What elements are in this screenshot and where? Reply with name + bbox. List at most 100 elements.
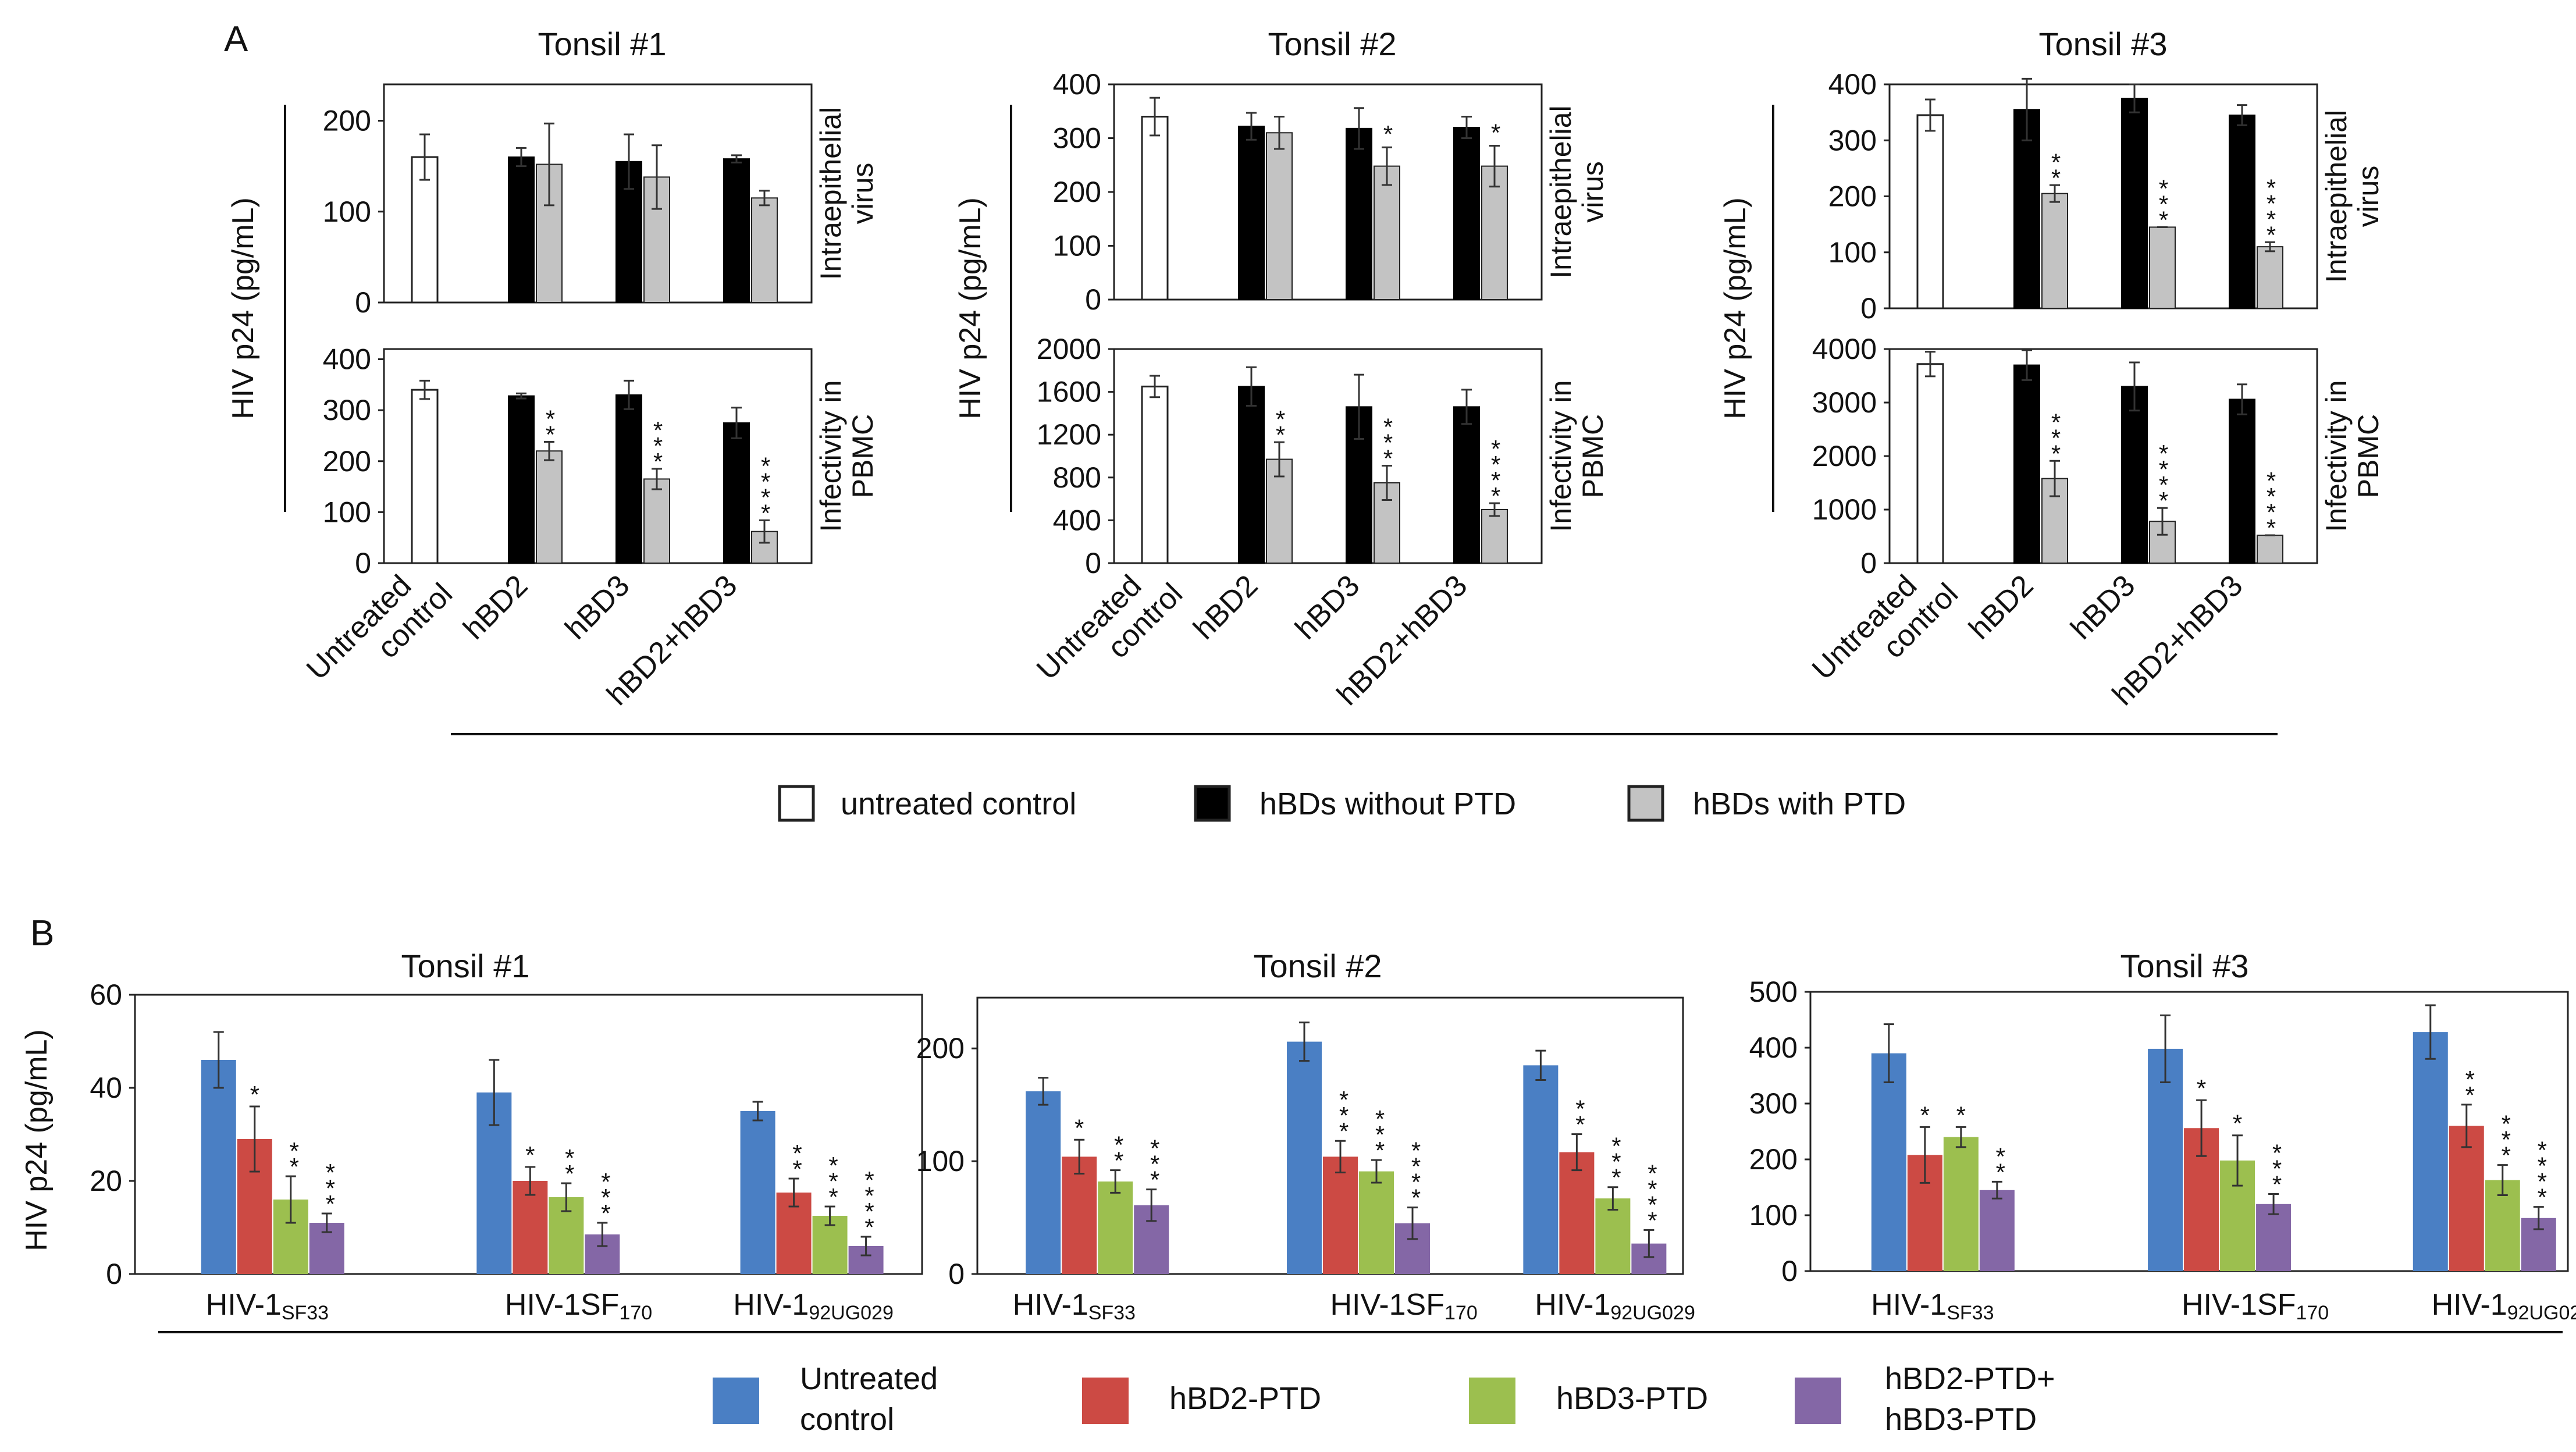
significance-star: * (2051, 440, 2061, 467)
significance-star: * (1339, 1102, 1349, 1129)
bar-with-ptd (2149, 226, 2176, 309)
significance-star: * (1648, 1191, 1657, 1218)
strain-label-main: HIV-1 (1535, 1288, 1610, 1322)
error-bar (1354, 107, 1364, 150)
strain-label-sub: 170 (619, 1302, 652, 1324)
legend-label: hBD3-PTD (1556, 1381, 1708, 1416)
significance-star: * (864, 1182, 874, 1209)
legend-label: hBDs without PTD (1259, 787, 1516, 821)
error-bar (597, 1222, 608, 1247)
plot-frame (383, 83, 813, 304)
error-bar (624, 379, 634, 410)
significance-star: * (2538, 1137, 2547, 1164)
error-bar (624, 133, 634, 190)
y-axis-label: HIV p24 (pg/mL) (20, 1029, 54, 1251)
y-tick-label: 0 (948, 1258, 965, 1290)
legend-label-line: hBD3-PTD (1556, 1381, 1708, 1416)
bar-hbd2-ptd-hbd3-ptd (1979, 1190, 2015, 1271)
significance-star: * (2267, 514, 2276, 542)
bar-untreated-control (201, 1060, 236, 1274)
significance-star: * (1575, 1111, 1585, 1138)
error-bar (652, 144, 662, 210)
error-bar (652, 468, 662, 490)
error-bar (1489, 502, 1500, 517)
y-tick-label: 40 (90, 1072, 122, 1104)
error-bar (1110, 1169, 1121, 1194)
bar-without-ptd (508, 156, 535, 303)
significance-star: * (2538, 1184, 2547, 1211)
error-bar (2022, 349, 2032, 381)
bar-with-ptd (1266, 132, 1293, 300)
significance-star: * (2159, 471, 2168, 499)
error-bar (544, 440, 554, 461)
significance-star: * (2051, 164, 2061, 191)
error-bar (1335, 1140, 1346, 1174)
bar-hbd2-ptd (513, 1181, 548, 1274)
significance-star: * (2502, 1126, 2511, 1154)
significance-star: * (1611, 1133, 1621, 1160)
y-tick-label: 400 (1053, 68, 1101, 101)
bar-without-ptd (1238, 126, 1265, 300)
y-tick-label: 200 (916, 1032, 965, 1065)
significance-star: * (2159, 175, 2168, 202)
bar-untreated-control (1026, 1091, 1061, 1274)
bar-group: ****** (476, 1059, 620, 1274)
significance-star: * (653, 417, 663, 444)
strain-label-main: HIV-1 (206, 1288, 282, 1322)
significance-star: * (2159, 440, 2168, 467)
error-bar (1919, 1126, 1930, 1184)
row-label-line: PBMC (1577, 414, 1609, 498)
significance-stack: ** (1276, 405, 1285, 449)
row-label: Intraepithelialvirus (2320, 110, 2385, 283)
bar-group: ********* (740, 1101, 884, 1274)
bar-group: ********** (1287, 1022, 1431, 1274)
strain-label: HIV-1SF170 (1330, 1288, 1478, 1324)
strain-label-sub: 170 (1444, 1302, 1478, 1324)
significance-star: * (761, 468, 770, 495)
bar-with-ptd (536, 450, 563, 564)
y-tick-label: 2000 (1812, 440, 1877, 472)
row-label-line: Infectivity in (1545, 380, 1577, 532)
significance-star: * (601, 1184, 610, 1211)
y-tick-label: 100 (323, 496, 371, 528)
bar-without-ptd (508, 395, 535, 564)
y-tick-label: 0 (355, 547, 371, 579)
legend-swatch (1469, 1378, 1515, 1424)
significance-star: * (828, 1152, 838, 1179)
error-bar (561, 1182, 572, 1212)
significance-star: * (2159, 206, 2168, 233)
row-label-line: Infectivity in (2320, 380, 2353, 532)
bar-group: ****** (201, 1031, 344, 1274)
bar-with-ptd (643, 478, 670, 564)
significance-star: * (1375, 1121, 1385, 1148)
error-bar (1382, 465, 1392, 501)
error-bar (1074, 1138, 1085, 1175)
error-bar (2196, 1099, 2207, 1157)
significance-star: * (2272, 1155, 2282, 1183)
strain-label-sub: 92UG029 (1610, 1302, 1695, 1324)
category-label-line: hBD2 (1187, 568, 1264, 646)
bar-group: ***** (2148, 1014, 2292, 1271)
legend-label-line: hBD2-PTD (1169, 1381, 1321, 1416)
bar-without-ptd (723, 158, 750, 303)
significance-star: * (1150, 1135, 1159, 1162)
error-bar (2022, 77, 2032, 141)
bar-without-ptd (2013, 109, 2040, 309)
error-bar (1246, 112, 1257, 141)
y-tick-label: 1200 (1037, 418, 1101, 451)
plot-frame (1113, 348, 1543, 564)
y-tick-label: 500 (1749, 976, 1798, 1008)
legend-b-item: hBD2-PTD (1082, 1378, 1321, 1424)
y-tick-label: 400 (1749, 1031, 1798, 1064)
error-bar (419, 133, 430, 181)
strain-label: HIV-1SF33 (1013, 1288, 1136, 1324)
error-bar (1925, 351, 1935, 378)
significance-stack: **** (2267, 467, 2276, 542)
row-label-line: PBMC (846, 414, 879, 498)
significance-star: * (250, 1081, 259, 1108)
row-label: Infectivity inPBMC (814, 380, 879, 532)
y-tick-label: 200 (323, 105, 371, 137)
error-bar (731, 154, 742, 163)
y-axis-label: HIV p24 (pg/mL) (953, 197, 987, 419)
row-label-line: Intraepithelial (2320, 110, 2353, 283)
